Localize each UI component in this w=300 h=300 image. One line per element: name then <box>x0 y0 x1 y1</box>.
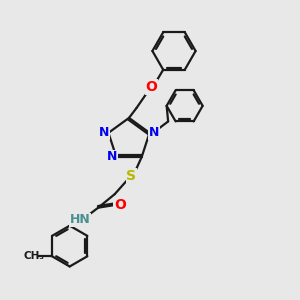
Text: N: N <box>107 151 117 164</box>
Text: N: N <box>99 126 110 139</box>
Text: CH₃: CH₃ <box>23 251 44 261</box>
Text: S: S <box>126 169 136 183</box>
Text: O: O <box>146 80 158 94</box>
Text: HN: HN <box>70 213 91 226</box>
Text: N: N <box>148 126 159 139</box>
Text: O: O <box>114 198 126 212</box>
